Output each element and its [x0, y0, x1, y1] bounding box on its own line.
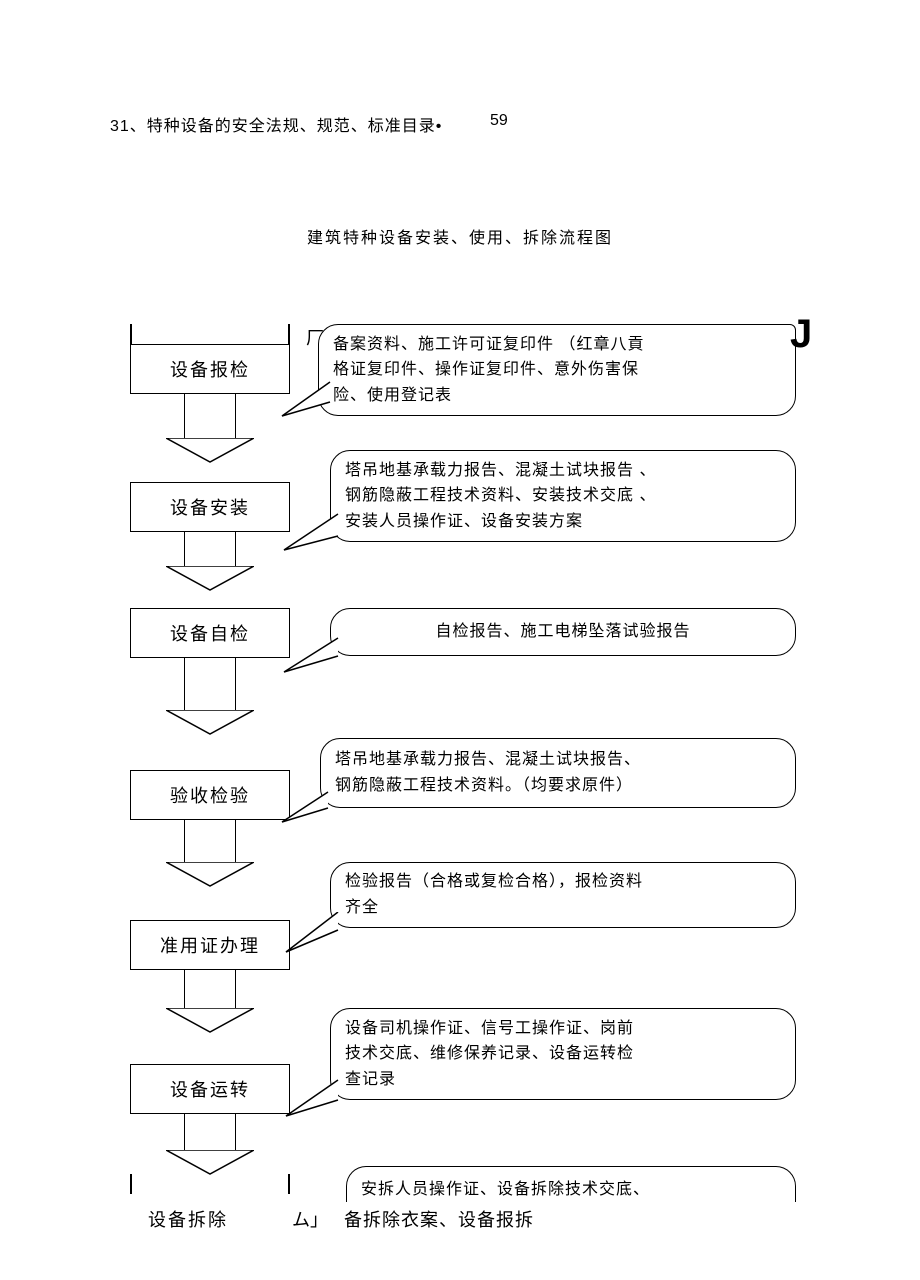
bubble-tail-2: [282, 512, 346, 558]
step-label-7: 设备拆除: [148, 1206, 228, 1232]
step-label-3: 设备自检: [170, 620, 250, 646]
bubble-tail-6: [284, 1078, 346, 1124]
bubble-tail-1: [280, 380, 340, 426]
connector: [288, 1174, 290, 1194]
desc-text-7b: 备拆除衣案、设备报拆: [344, 1206, 534, 1232]
step-label-1: 设备报检: [170, 356, 250, 382]
desc-text-4: 塔吊地基承载力报告、混凝土试块报告、 钢筋隐蔽工程技术资料。（均要求原件）: [335, 747, 641, 798]
arrow-head-2: [166, 566, 254, 592]
step-label-6: 设备运转: [170, 1076, 250, 1102]
connector: [130, 324, 132, 344]
step-box-6: 设备运转: [130, 1064, 290, 1114]
desc-bubble-7: 安拆人员操作证、设备拆除技术交底、: [346, 1166, 796, 1202]
step-label-4: 验收检验: [170, 782, 250, 808]
page-number: 59: [490, 112, 508, 130]
arrow-3: [184, 658, 236, 716]
step-box-3: 设备自检: [130, 608, 290, 658]
arrow-head-3: [166, 710, 254, 736]
glyph-j: J: [790, 312, 812, 357]
desc-bubble-1: 备案资料、施工许可证复印件 （红章八貢 格证复印件、操作证复印件、意外伤害保 险…: [318, 324, 796, 416]
arrow-head-6: [166, 1150, 254, 1176]
desc-bubble-5: 检验报告（合格或复检合格），报检资料 齐全: [330, 862, 796, 928]
arrow-head-4: [166, 862, 254, 888]
arrow-head-1: [166, 438, 254, 464]
desc-mid-7: ム」: [292, 1206, 328, 1232]
arrow-1: [184, 394, 236, 444]
connector: [130, 1174, 132, 1194]
step-box-1: 设备报检: [130, 344, 290, 394]
header-text: 31、特种设备的安全法规、规范、标准目录•: [110, 112, 442, 136]
desc-text-1: 备案资料、施工许可证复印件 （红章八貢 格证复印件、操作证复印件、意外伤害保 险…: [333, 332, 644, 409]
bubble-tail-5: [284, 912, 346, 960]
step-label-2: 设备安装: [170, 494, 250, 520]
arrow-head-5: [166, 1008, 254, 1034]
step-box-2: 设备安装: [130, 482, 290, 532]
arrow-4: [184, 820, 236, 868]
desc-text-7a: 安拆人员操作证、设备拆除技术交底、: [361, 1181, 650, 1198]
page-title: 建筑特种设备安装、使用、拆除流程图: [0, 224, 920, 248]
desc-bubble-3: 自检报告、施工电梯坠落试验报告: [330, 608, 796, 656]
bubble-tail-3: [282, 636, 346, 680]
step-box-4: 验收检验: [130, 770, 290, 820]
desc-bubble-6: 设备司机操作证、信号工操作证、岗前 技术交底、维修保养记录、设备运转检 查记录: [330, 1008, 796, 1100]
desc-bubble-2: 塔吊地基承载力报告、混凝土试块报告 、 钢筋隐蔽工程技术资料、安装技术交底 、 …: [330, 450, 796, 542]
bubble-tail-4: [280, 790, 336, 830]
desc-bubble-4: 塔吊地基承载力报告、混凝土试块报告、 钢筋隐蔽工程技术资料。（均要求原件）: [320, 738, 796, 808]
connector: [288, 324, 290, 344]
step-label-5: 准用证办理: [160, 932, 260, 958]
desc-text-2: 塔吊地基承载力报告、混凝土试块报告 、 钢筋隐蔽工程技术资料、安装技术交底 、 …: [345, 458, 656, 535]
desc-text-3: 自检报告、施工电梯坠落试验报告: [435, 619, 690, 645]
desc-text-5: 检验报告（合格或复检合格），报检资料 齐全: [345, 869, 643, 920]
step-box-5: 准用证办理: [130, 920, 290, 970]
desc-text-6: 设备司机操作证、信号工操作证、岗前 技术交底、维修保养记录、设备运转检 查记录: [345, 1016, 634, 1093]
